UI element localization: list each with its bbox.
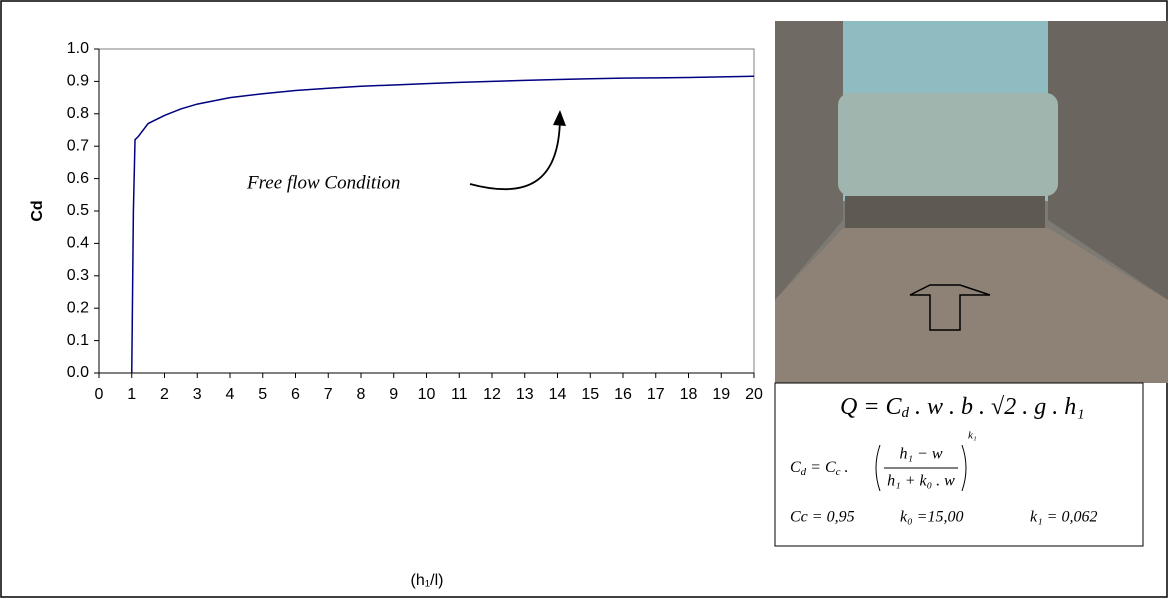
formula-sub: d	[902, 405, 910, 421]
parentheses	[875, 444, 967, 492]
x-tick-label: 15	[581, 386, 599, 403]
constant: k₀ =15,00	[900, 509, 963, 526]
y-axis-label: Cd	[29, 200, 46, 221]
x-tick-label: 3	[193, 386, 202, 403]
coefficient-formula: Cd = Cc .	[790, 459, 849, 478]
denominator: h₁ + k₀ . w	[887, 473, 955, 490]
x-tick-label: 18	[680, 386, 698, 403]
formula-box	[774, 382, 1144, 547]
formula-part: Q = C	[840, 394, 903, 420]
formula-sub: c	[836, 466, 841, 478]
formula-part: .	[841, 459, 849, 476]
y-tick-label: 0.7	[67, 137, 89, 154]
y-tick-label: 0.5	[67, 202, 89, 219]
x-tick-label: 10	[418, 386, 436, 403]
y-tick-label: 0.3	[67, 267, 89, 284]
constant: Cc = 0,95	[790, 509, 855, 526]
y-tick-label: 0.2	[67, 299, 89, 316]
y-tick-label: 1.0	[67, 40, 89, 57]
formula-part: C	[790, 459, 801, 476]
formula-part: = C	[806, 459, 836, 476]
x-tick-label: 9	[389, 386, 398, 403]
annotation-arrow	[469, 115, 561, 191]
formula-part: . w . b . √2 . g . h₁	[909, 394, 1085, 420]
y-tick-label: 0.0	[67, 364, 89, 381]
photo	[775, 21, 1168, 383]
x-tick-label: 20	[745, 386, 763, 403]
y-tick-label: 0.1	[67, 332, 89, 349]
x-tick-label: 8	[357, 386, 366, 403]
formula-sub: d	[801, 466, 807, 478]
y-tick-label: 0.6	[67, 170, 89, 187]
data-line	[131, 75, 755, 374]
x-tick-label: 13	[516, 386, 534, 403]
x-tick-label: 16	[614, 386, 632, 403]
x-axis-label: (h₁/l)	[411, 572, 444, 589]
x-tick-label: 17	[647, 386, 665, 403]
x-tick-label: 0	[95, 386, 104, 403]
x-tick-label: 14	[549, 386, 567, 403]
x-tick-label: 5	[258, 386, 267, 403]
x-tick-label: 7	[324, 386, 333, 403]
constant: k₁ = 0,062	[1030, 509, 1097, 526]
y-tick-label: 0.9	[67, 73, 89, 90]
y-tick-label: 0.4	[67, 235, 89, 252]
exponent: k₁	[968, 430, 977, 442]
x-tick-label: 2	[160, 386, 169, 403]
x-tick-label: 19	[712, 386, 730, 403]
x-tick-label: 12	[483, 386, 501, 403]
plot-area	[98, 48, 755, 374]
x-tick-label: 4	[226, 386, 235, 403]
y-tick-label: 0.8	[67, 105, 89, 122]
discharge-formula: Q = Cd . w . b . √2 . g . h₁	[840, 394, 1085, 422]
annotation: Free flow Condition	[246, 172, 400, 193]
arrow-head	[553, 110, 566, 126]
x-tick-label: 1	[127, 386, 136, 403]
x-tick-label: 11	[451, 386, 468, 403]
numerator: h₁ − w	[899, 446, 942, 463]
x-tick-label: 6	[291, 386, 300, 403]
